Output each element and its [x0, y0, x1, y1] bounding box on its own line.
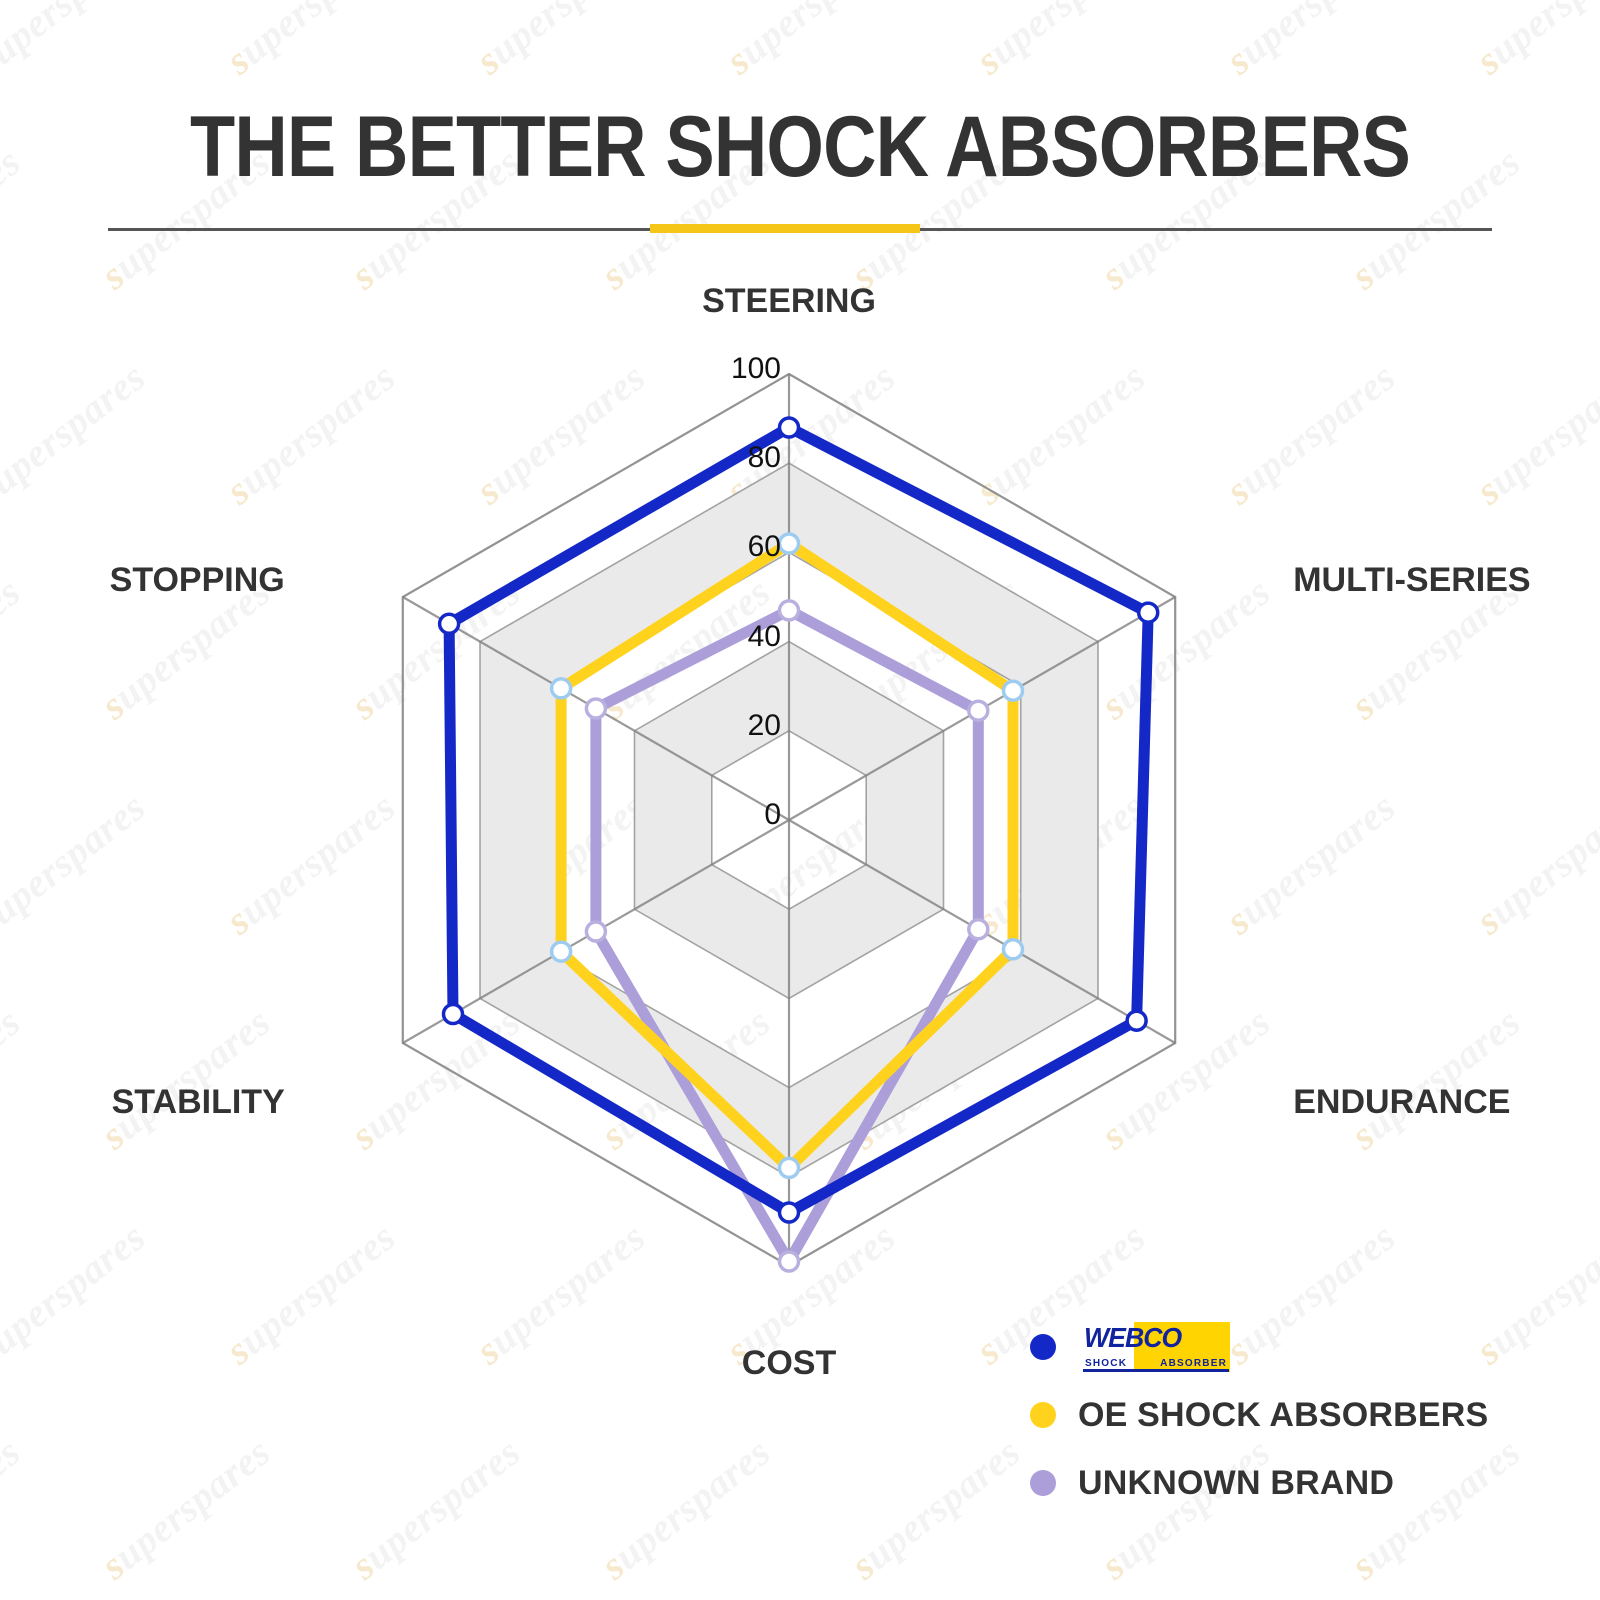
radar-series-oe-shock-absorbers	[549, 532, 1025, 1180]
radar-point[interactable]	[777, 532, 801, 555]
webco-logo-subtitle: SHOCK ABSORBER	[1085, 1359, 1227, 1369]
title-block: THE BETTER SHOCK ABSORBERS	[0, 104, 1600, 190]
axis-label-stability: STABILITY	[111, 1083, 285, 1121]
radar-point[interactable]	[967, 699, 990, 722]
webco-logo-wordmark: WEBCO	[1084, 1322, 1182, 1353]
webco-logo-subtitle-right: ABSORBER	[1160, 1358, 1227, 1369]
legend-label-unknown: UNKNOWN BRAND	[1078, 1463, 1395, 1502]
radar-point[interactable]	[777, 599, 801, 622]
chart-legend: WEBCO SHOCK ABSORBER OE SHOCK ABSORBERS …	[1030, 1318, 1488, 1522]
legend-item-oe[interactable]: OE SHOCK ABSORBERS	[1030, 1386, 1488, 1444]
radar-point[interactable]	[549, 940, 573, 963]
radar-point[interactable]	[1125, 1009, 1148, 1032]
page-title: THE BETTER SHOCK ABSORBERS	[190, 99, 1411, 195]
axis-label-stopping: STOPPING	[109, 561, 285, 599]
legend-swatch-webco	[1030, 1334, 1056, 1360]
legend-swatch-oe	[1030, 1402, 1056, 1428]
axis-label-steering: STEERING	[702, 282, 876, 320]
radar-series-unknown-brand	[584, 599, 990, 1273]
axis-label-endurance: ENDURANCE	[1293, 1083, 1511, 1121]
radar-band-0	[634, 641, 944, 999]
radar-point[interactable]	[1001, 679, 1025, 702]
webco-logo-background	[1134, 1322, 1230, 1372]
legend-item-webco[interactable]: WEBCO SHOCK ABSORBER	[1030, 1318, 1488, 1376]
radar-point[interactable]	[1001, 938, 1025, 961]
radial-tick-0: 0	[764, 798, 781, 831]
webco-logo-underline	[1083, 1369, 1229, 1372]
radar-point[interactable]	[777, 1250, 801, 1273]
radial-tick-80: 80	[747, 441, 781, 475]
legend-swatch-unknown	[1030, 1470, 1056, 1496]
radial-tick-100: 100	[730, 352, 781, 385]
radar-point[interactable]	[967, 918, 990, 941]
legend-item-unknown[interactable]: UNKNOWN BRAND	[1030, 1454, 1488, 1512]
radar-point[interactable]	[437, 612, 461, 636]
radial-tick-40: 40	[747, 619, 781, 653]
radar-point[interactable]	[584, 920, 608, 943]
axis-label-cost: COST	[741, 1344, 837, 1382]
radar-point[interactable]	[777, 416, 801, 439]
radar-point[interactable]	[777, 1201, 801, 1224]
webco-logo: WEBCO SHOCK ABSORBER	[1078, 1322, 1230, 1372]
radar-point[interactable]	[777, 1156, 801, 1180]
radar-series-webco	[437, 416, 1160, 1224]
title-divider-accent	[650, 224, 920, 233]
radar-point[interactable]	[1136, 601, 1160, 624]
radial-tick-60: 60	[747, 530, 781, 564]
radar-point[interactable]	[441, 1002, 465, 1026]
legend-label-oe: OE SHOCK ABSORBERS	[1078, 1395, 1489, 1434]
axis-label-multi-series: MULTI-SERIES	[1293, 561, 1531, 599]
webco-logo-subtitle-left: SHOCK	[1085, 1358, 1128, 1369]
radar-point[interactable]	[549, 677, 573, 700]
radar-point[interactable]	[584, 697, 608, 720]
radial-tick-20: 20	[747, 708, 781, 742]
